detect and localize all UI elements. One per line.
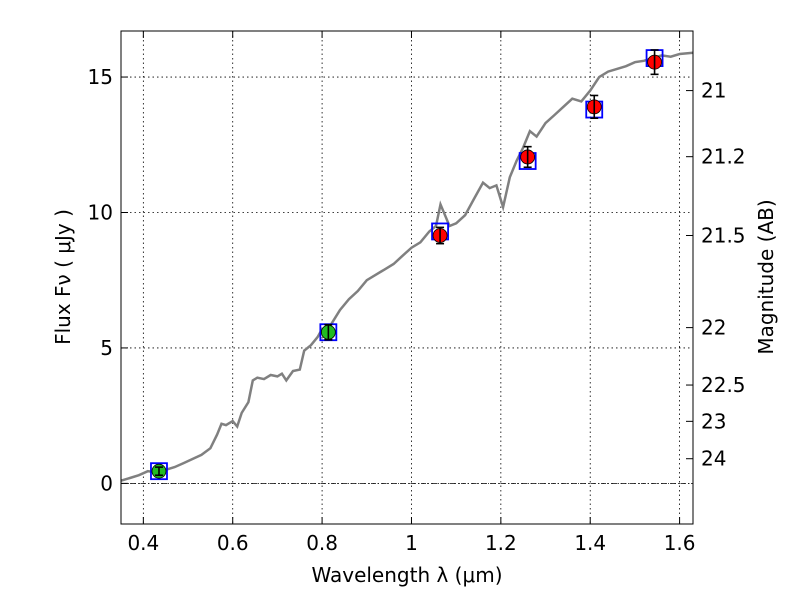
model-spectrum-line	[120, 51, 694, 482]
axis-ticks: 0.4 0.6 0.8 1 1.2 1.4 1.6 0 5 10 15 21 21.2 21.5 22 22.…	[88, 31, 746, 555]
right-tick-label: 22	[701, 316, 726, 340]
x-tick-label: 0.4	[127, 531, 159, 555]
x-tick-label: 0.8	[306, 531, 338, 555]
right-tick-label: 21.5	[701, 224, 746, 248]
plot-frame	[120, 30, 694, 525]
photometry-markers	[150, 49, 664, 481]
right-tick-label: 21	[701, 79, 726, 103]
y-tick-label: 5	[100, 336, 113, 360]
x-tick-label: 1.4	[574, 531, 606, 555]
model-point-square	[150, 462, 168, 481]
x-tick-label: 1.6	[664, 531, 696, 555]
right-tick-label: 24	[701, 447, 726, 471]
right-tick-label: 21.2	[701, 145, 746, 169]
x-tick-label: 1	[405, 531, 418, 555]
y-tick-label: 0	[100, 471, 113, 495]
y-tick-label: 10	[88, 200, 113, 224]
x-tick-label: 0.6	[217, 531, 249, 555]
y-tick-label: 15	[88, 65, 113, 89]
y-axis-label: Flux Fν ( μJy )	[51, 209, 75, 345]
right-tick-label: 22.5	[701, 373, 746, 397]
right-tick-label: 23	[701, 409, 726, 433]
x-tick-label: 1.2	[485, 531, 517, 555]
x-axis-label: Wavelength λ (μm)	[311, 563, 502, 587]
right-axis-label: Magnitude (AB)	[754, 199, 778, 354]
grid	[121, 31, 693, 524]
